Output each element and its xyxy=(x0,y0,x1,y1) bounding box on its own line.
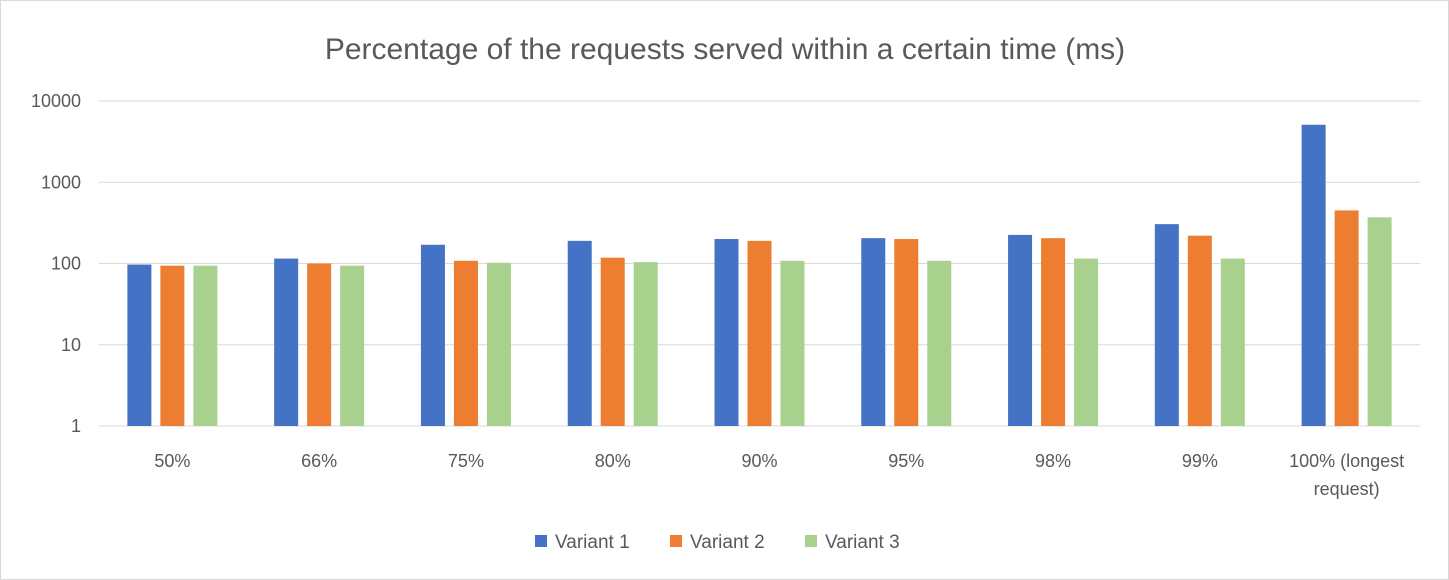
legend-item: Variant 1 xyxy=(535,532,630,553)
bar xyxy=(453,260,478,426)
bar xyxy=(861,238,886,426)
x-tick-label: 90% xyxy=(741,451,777,471)
legend-item: Variant 2 xyxy=(670,532,765,553)
bar xyxy=(127,264,152,426)
legend-item: Variant 3 xyxy=(805,532,900,553)
bar xyxy=(1154,224,1179,426)
legend-label: Variant 3 xyxy=(825,532,900,553)
bar xyxy=(600,257,625,426)
y-axis-ticks: 1 10 100 1000 10000 xyxy=(31,91,81,436)
x-axis-ticks: 50% 66% 75% 80% 90% 95% 98% 99% 100% (longest req… xyxy=(154,451,1404,499)
bar xyxy=(894,239,919,426)
chart-title: Percentage of the requests served within… xyxy=(325,33,1125,66)
legend-swatch xyxy=(535,535,547,547)
x-tick-label: 75% xyxy=(448,451,484,471)
bar xyxy=(1074,258,1099,426)
y-tick-label: 10000 xyxy=(31,91,81,111)
bars xyxy=(127,124,1392,427)
bar xyxy=(193,265,218,426)
bar xyxy=(307,263,332,426)
bar xyxy=(1008,234,1033,426)
x-tick-label: 66% xyxy=(301,451,337,471)
bar xyxy=(160,265,185,426)
bar xyxy=(1367,217,1392,426)
bar xyxy=(780,260,805,426)
bar xyxy=(1334,210,1359,426)
x-tick-label: 95% xyxy=(888,451,924,471)
x-tick-label: 100% (longest request) xyxy=(1289,451,1404,499)
bar xyxy=(714,239,739,426)
bar xyxy=(1301,124,1326,427)
legend-swatch xyxy=(670,535,682,547)
legend-swatch xyxy=(805,535,817,547)
y-tick-label: 1000 xyxy=(41,172,81,192)
bar xyxy=(747,240,772,426)
x-tick-label: 98% xyxy=(1035,451,1071,471)
x-tick-label: 99% xyxy=(1182,451,1218,471)
y-tick-label: 100 xyxy=(51,254,81,274)
y-tick-label: 1 xyxy=(71,416,81,436)
legend: Variant 1 Variant 2 Variant 3 xyxy=(535,532,900,553)
x-tick-label: 50% xyxy=(154,451,190,471)
x-tick-label: 80% xyxy=(595,451,631,471)
bar xyxy=(486,262,511,426)
legend-label: Variant 2 xyxy=(690,532,765,553)
bar xyxy=(567,240,592,426)
bar xyxy=(274,258,299,426)
bar xyxy=(1187,235,1212,426)
bar xyxy=(420,244,445,426)
bar xyxy=(633,262,658,426)
bar xyxy=(1041,238,1066,426)
y-tick-label: 10 xyxy=(61,335,81,355)
legend-label: Variant 1 xyxy=(555,532,630,553)
bar xyxy=(340,265,365,426)
bar xyxy=(927,260,952,426)
bar xyxy=(1220,258,1245,426)
